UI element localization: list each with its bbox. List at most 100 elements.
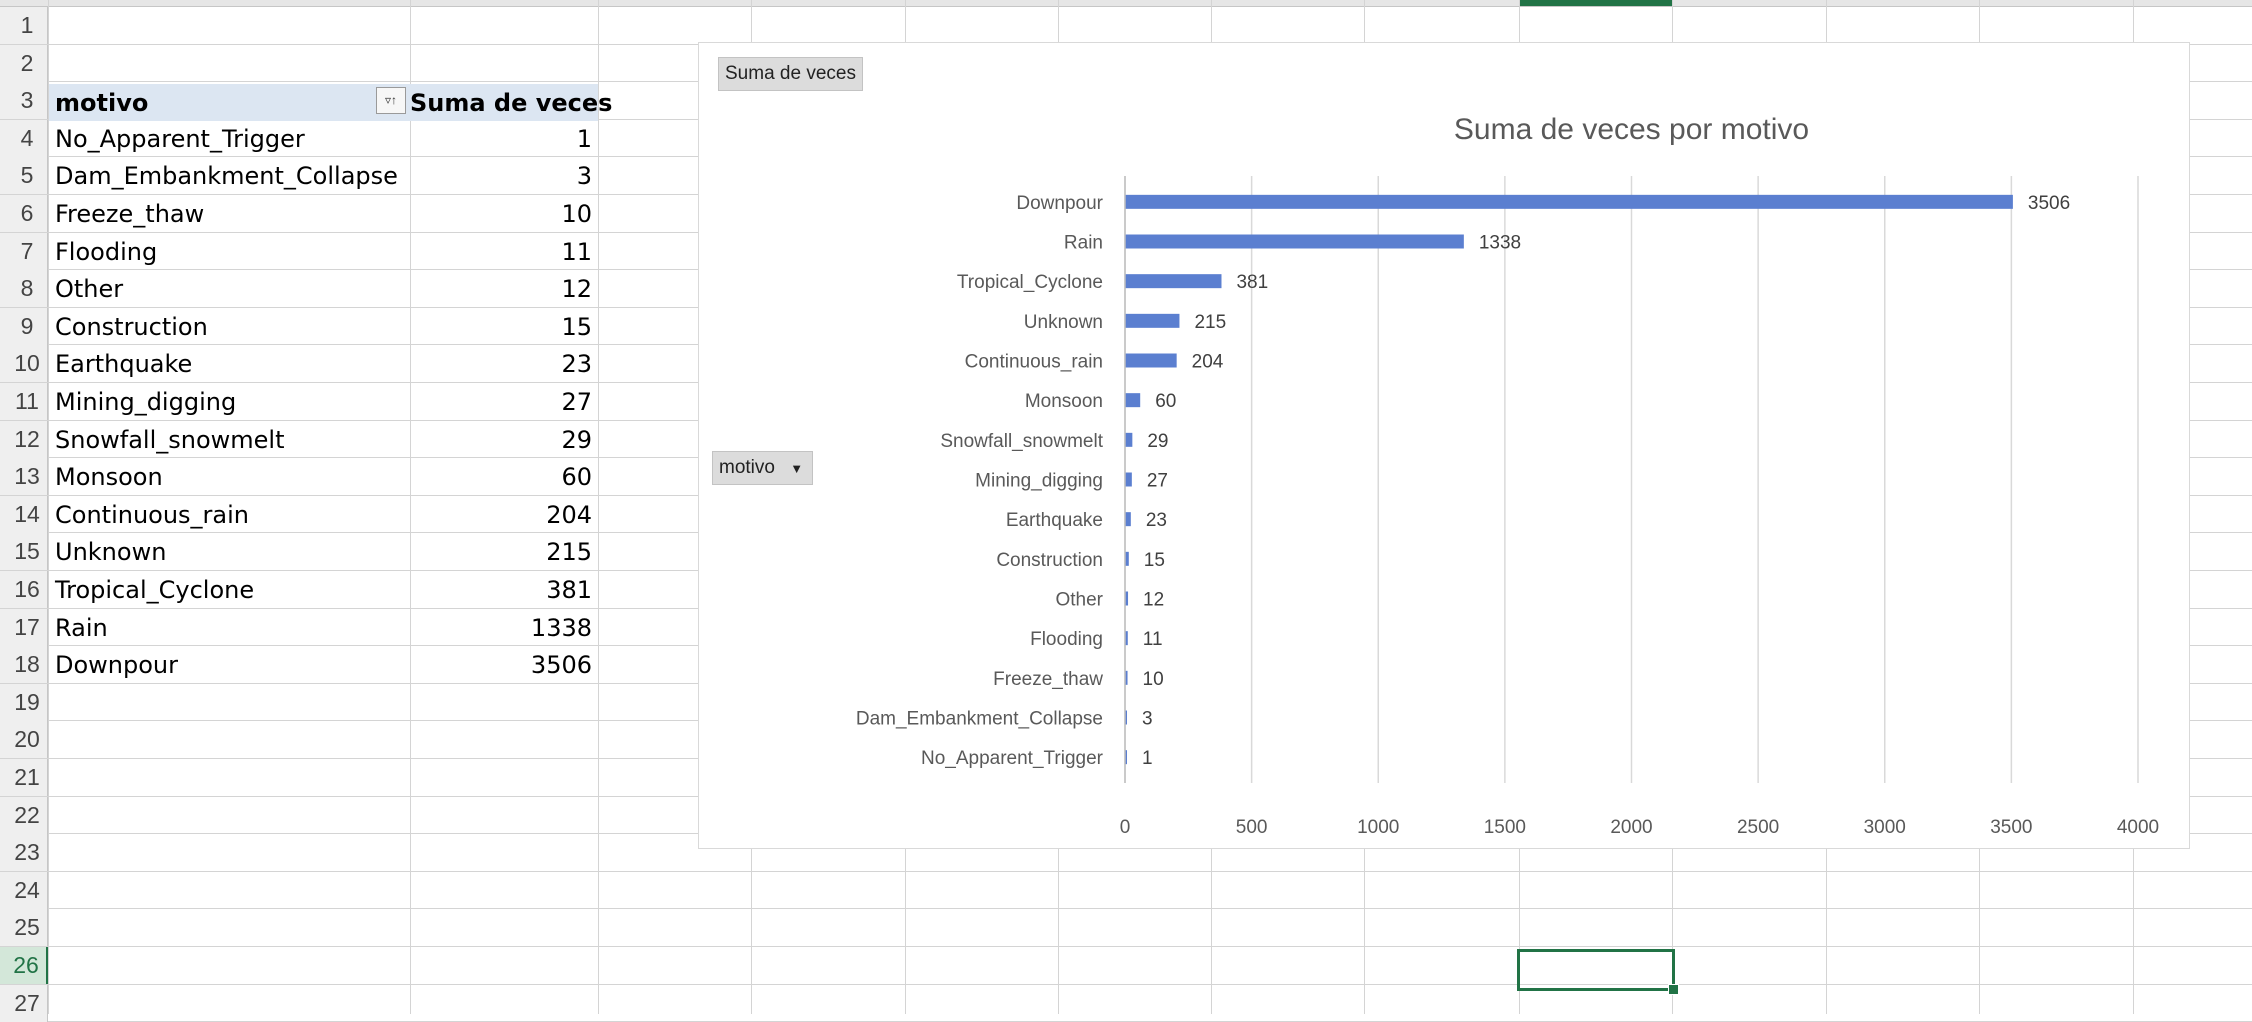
chart-bar [1125, 591, 1129, 606]
pivot-row-label[interactable]: Downpour [55, 651, 178, 679]
fill-handle[interactable] [1668, 984, 1679, 995]
row-header[interactable]: 15 [0, 533, 48, 570]
row-header[interactable]: 21 [0, 759, 48, 796]
pivot-row-value[interactable]: 15 [561, 313, 592, 341]
active-cell-selection[interactable] [1517, 949, 1675, 991]
row-header[interactable]: 24 [0, 872, 48, 909]
pivot-row-value[interactable]: 11 [561, 238, 592, 266]
row-number: 1 [20, 12, 34, 38]
pivot-row-value[interactable]: 1 [576, 125, 592, 153]
pivot-row-label[interactable]: Earthquake [55, 350, 193, 378]
row-header[interactable]: 14 [0, 496, 48, 533]
y-category-label: Unknown [1024, 312, 1103, 333]
pivot-row-label[interactable]: Other [55, 275, 124, 303]
row-header[interactable]: 27 [0, 985, 48, 1022]
y-category-label: Earthquake [1006, 510, 1103, 531]
column-gridline [48, 0, 49, 1014]
row-number: 2 [20, 50, 34, 76]
row-number: 12 [14, 426, 40, 452]
chart-canvas: Suma de veces por motivo 0 500 1000 1500 2000… [856, 113, 2159, 838]
values-field-button[interactable]: Suma de veces [718, 57, 863, 91]
row-header[interactable]: 18 [0, 646, 48, 683]
row-header[interactable]: 23 [0, 834, 48, 871]
y-category-label: Continuous_rain [965, 352, 1103, 373]
pivot-row-value[interactable]: 381 [546, 576, 592, 604]
pivot-row-label[interactable]: Dam_Embankment_Collapse [55, 162, 398, 190]
pivot-row-label[interactable]: Construction [55, 313, 208, 341]
pivot-row-label[interactable]: Snowfall_snowmelt [55, 426, 285, 454]
row-number: 4 [20, 125, 34, 151]
row-header[interactable]: 7 [0, 233, 48, 270]
pivot-row-value[interactable]: 27 [561, 388, 592, 416]
x-tick-label: 3500 [1990, 817, 2032, 838]
row-number: 5 [20, 162, 34, 188]
y-category-label: Freeze_thaw [993, 669, 1103, 690]
row-number: 7 [20, 238, 34, 264]
chart-bar [1125, 274, 1222, 289]
pivot-row-value[interactable]: 10 [561, 200, 592, 228]
pivot-row-value[interactable]: 215 [546, 538, 592, 566]
pivot-row-value[interactable]: 3 [576, 162, 592, 190]
row-header[interactable]: 26 [0, 947, 48, 984]
pivot-row-value[interactable]: 12 [561, 275, 592, 303]
row-header[interactable]: 20 [0, 721, 48, 758]
row-header[interactable]: 6 [0, 195, 48, 232]
row-header[interactable]: 12 [0, 421, 48, 458]
pivot-row-value[interactable]: 1338 [530, 614, 592, 642]
row-header[interactable]: 5 [0, 157, 48, 194]
pivot-row-value[interactable]: 3506 [530, 651, 592, 679]
pivot-row-label[interactable]: Mining_digging [55, 388, 237, 416]
row-header[interactable]: 3 [0, 82, 48, 119]
y-category-label: Mining_digging [975, 471, 1103, 492]
bar-data-label: 1338 [1479, 233, 1521, 254]
pivot-row-label[interactable]: Rain [55, 614, 108, 642]
bar-data-label: 27 [1147, 471, 1168, 492]
row-header[interactable]: 22 [0, 797, 48, 834]
row-header[interactable]: 11 [0, 383, 48, 420]
row-header[interactable]: 1 [0, 7, 48, 44]
row-header[interactable]: 2 [0, 45, 48, 82]
row-number: 6 [20, 200, 34, 226]
chart-bar [1125, 472, 1132, 487]
row-header[interactable]: 19 [0, 684, 48, 721]
row-number: 8 [20, 275, 34, 301]
row-header[interactable]: 9 [0, 308, 48, 345]
axis-field-label: motivo [719, 457, 775, 478]
axis-field-button[interactable]: motivo ▼ [712, 451, 813, 485]
chart-bar [1125, 710, 1127, 725]
pivot-row-label[interactable]: Continuous_rain [55, 501, 250, 529]
row-header[interactable]: 25 [0, 909, 48, 946]
row-header[interactable]: 13 [0, 458, 48, 495]
pivot-row-label[interactable]: Freeze_thaw [55, 200, 205, 228]
pivot-row-value[interactable]: 23 [561, 350, 592, 378]
bar-data-label: 60 [1155, 391, 1176, 412]
row-number: 13 [14, 463, 40, 489]
row-header[interactable]: 4 [0, 120, 48, 157]
pivot-row-label[interactable]: Flooding [55, 238, 158, 266]
row-number: 24 [14, 877, 40, 903]
x-tick-label: 1500 [1484, 817, 1526, 838]
row-header[interactable]: 10 [0, 345, 48, 382]
pivot-header-field[interactable]: motivo [49, 84, 410, 121]
y-category-label: No_Apparent_Trigger [921, 748, 1104, 769]
pivot-header-value[interactable]: Suma de veces [410, 84, 612, 121]
pivot-row-value[interactable]: 60 [561, 463, 592, 491]
chart-title: Suma de veces por motivo [1454, 113, 1809, 146]
pivot-row-label[interactable]: Tropical_Cyclone [55, 576, 255, 604]
bar-data-label: 23 [1146, 510, 1167, 531]
pivot-row-label[interactable]: No_Apparent_Trigger [55, 125, 305, 153]
row-number: 16 [14, 576, 40, 602]
chart-bar [1125, 551, 1129, 566]
filter-dropdown-button[interactable]: ▿↑ [376, 87, 406, 114]
pivot-row-value[interactable]: 204 [546, 501, 592, 529]
row-header[interactable]: 16 [0, 571, 48, 608]
row-header[interactable]: 8 [0, 270, 48, 307]
column-header-bar[interactable] [0, 0, 2252, 7]
pivot-row-label[interactable]: Unknown [55, 538, 167, 566]
row-number: 14 [14, 501, 40, 527]
chart-bar [1125, 432, 1133, 447]
pivot-row-value[interactable]: 29 [561, 426, 592, 454]
row-header[interactable]: 17 [0, 609, 48, 646]
pivot-chart[interactable]: Suma de veces por motivo 0 500 1000 1500 2000… [698, 42, 2190, 849]
pivot-row-label[interactable]: Monsoon [55, 463, 163, 491]
